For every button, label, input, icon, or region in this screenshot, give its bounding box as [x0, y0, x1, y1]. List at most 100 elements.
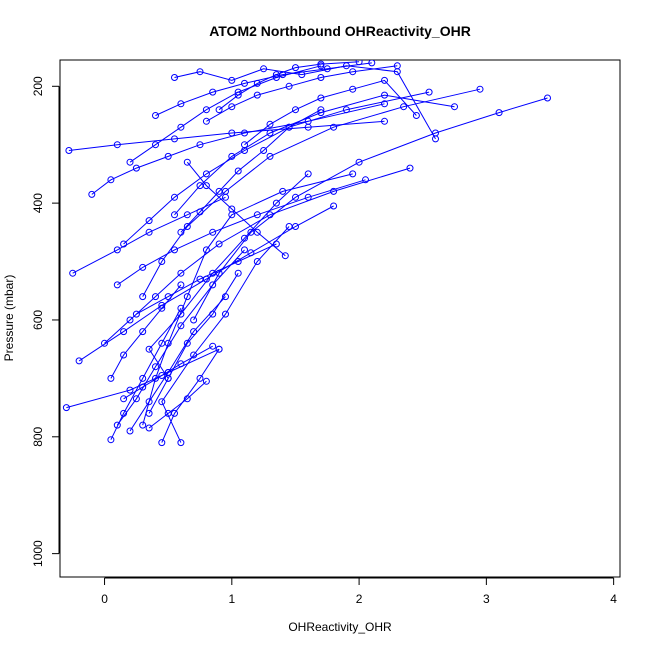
data-point	[183, 339, 191, 347]
data-point	[406, 164, 414, 172]
series-19	[171, 62, 439, 143]
data-point	[177, 310, 185, 318]
data-point	[113, 141, 121, 149]
data-point	[381, 117, 388, 125]
data-point	[171, 74, 178, 81]
data-point	[292, 64, 299, 72]
series-line	[68, 120, 385, 151]
data-point	[132, 164, 140, 172]
data-point	[120, 240, 128, 248]
data-point	[476, 85, 484, 93]
data-point	[139, 293, 147, 301]
data-point	[177, 322, 185, 330]
data-point	[228, 205, 236, 213]
data-point	[183, 293, 191, 301]
data-point	[215, 106, 223, 114]
data-point	[113, 421, 121, 429]
series-line	[78, 205, 334, 362]
series-line	[193, 97, 548, 321]
data-point	[202, 106, 210, 114]
data-point	[292, 223, 299, 230]
data-point	[132, 310, 140, 318]
data-point	[139, 263, 147, 271]
data-point	[253, 258, 261, 265]
data-point	[62, 404, 70, 412]
data-point	[317, 106, 325, 114]
data-point	[209, 228, 217, 236]
data-point	[266, 120, 274, 128]
series-line	[91, 103, 385, 195]
series-clip-group	[62, 60, 551, 447]
data-point	[158, 304, 166, 312]
data-point	[349, 68, 357, 76]
y-tick-label: 400	[31, 193, 45, 213]
data-point	[177, 439, 185, 447]
series-2	[113, 246, 248, 429]
series-layer	[62, 60, 551, 447]
data-point	[234, 258, 242, 265]
series-line	[174, 94, 455, 216]
data-point	[145, 398, 153, 406]
data-point	[158, 258, 166, 265]
data-point	[330, 123, 338, 131]
data-point	[317, 109, 325, 117]
data-point	[145, 345, 153, 353]
data-point	[253, 228, 261, 236]
data-point	[209, 88, 217, 96]
data-point	[202, 377, 210, 385]
data-point	[196, 374, 204, 382]
series-line	[244, 79, 417, 146]
data-point	[196, 275, 204, 283]
series-22	[113, 176, 369, 289]
series-line	[123, 91, 430, 245]
data-point	[126, 316, 134, 324]
series-28	[120, 342, 217, 403]
data-point	[362, 176, 369, 184]
data-point	[69, 269, 77, 277]
series-line	[148, 380, 207, 429]
data-point	[260, 65, 268, 73]
data-point	[215, 187, 223, 195]
data-point	[120, 351, 128, 359]
data-point	[381, 91, 388, 99]
data-point	[228, 129, 236, 137]
data-point	[234, 269, 242, 277]
data-point	[234, 91, 242, 99]
data-point	[355, 158, 363, 166]
data-point	[145, 424, 153, 432]
data-point	[183, 395, 191, 403]
series-24	[183, 158, 289, 260]
data-point	[304, 193, 312, 201]
data-point	[171, 193, 178, 201]
data-point	[317, 60, 325, 68]
data-point	[260, 147, 268, 154]
data-point	[317, 94, 325, 102]
data-point	[65, 147, 73, 154]
data-point	[126, 386, 134, 394]
data-point	[139, 374, 147, 382]
data-point	[152, 112, 159, 119]
y-axis-label: Pressure (mbar)	[2, 275, 16, 362]
series-line	[142, 88, 481, 297]
data-point	[209, 281, 217, 289]
data-point	[241, 79, 248, 87]
data-point	[152, 363, 159, 371]
data-point	[177, 228, 185, 236]
data-point	[253, 91, 261, 99]
data-point	[107, 176, 115, 184]
data-point	[209, 310, 217, 318]
series-line	[174, 65, 436, 140]
series-line	[136, 243, 277, 315]
y-tick-label: 800	[31, 426, 45, 446]
data-point	[139, 421, 147, 429]
data-point	[113, 281, 121, 289]
data-point	[368, 60, 376, 67]
data-point	[88, 190, 96, 198]
series-line	[148, 272, 239, 414]
data-point	[177, 360, 185, 368]
series-12	[65, 117, 388, 154]
data-point	[281, 252, 289, 260]
series-8	[145, 170, 312, 382]
data-point	[495, 109, 503, 117]
data-point	[241, 129, 248, 137]
